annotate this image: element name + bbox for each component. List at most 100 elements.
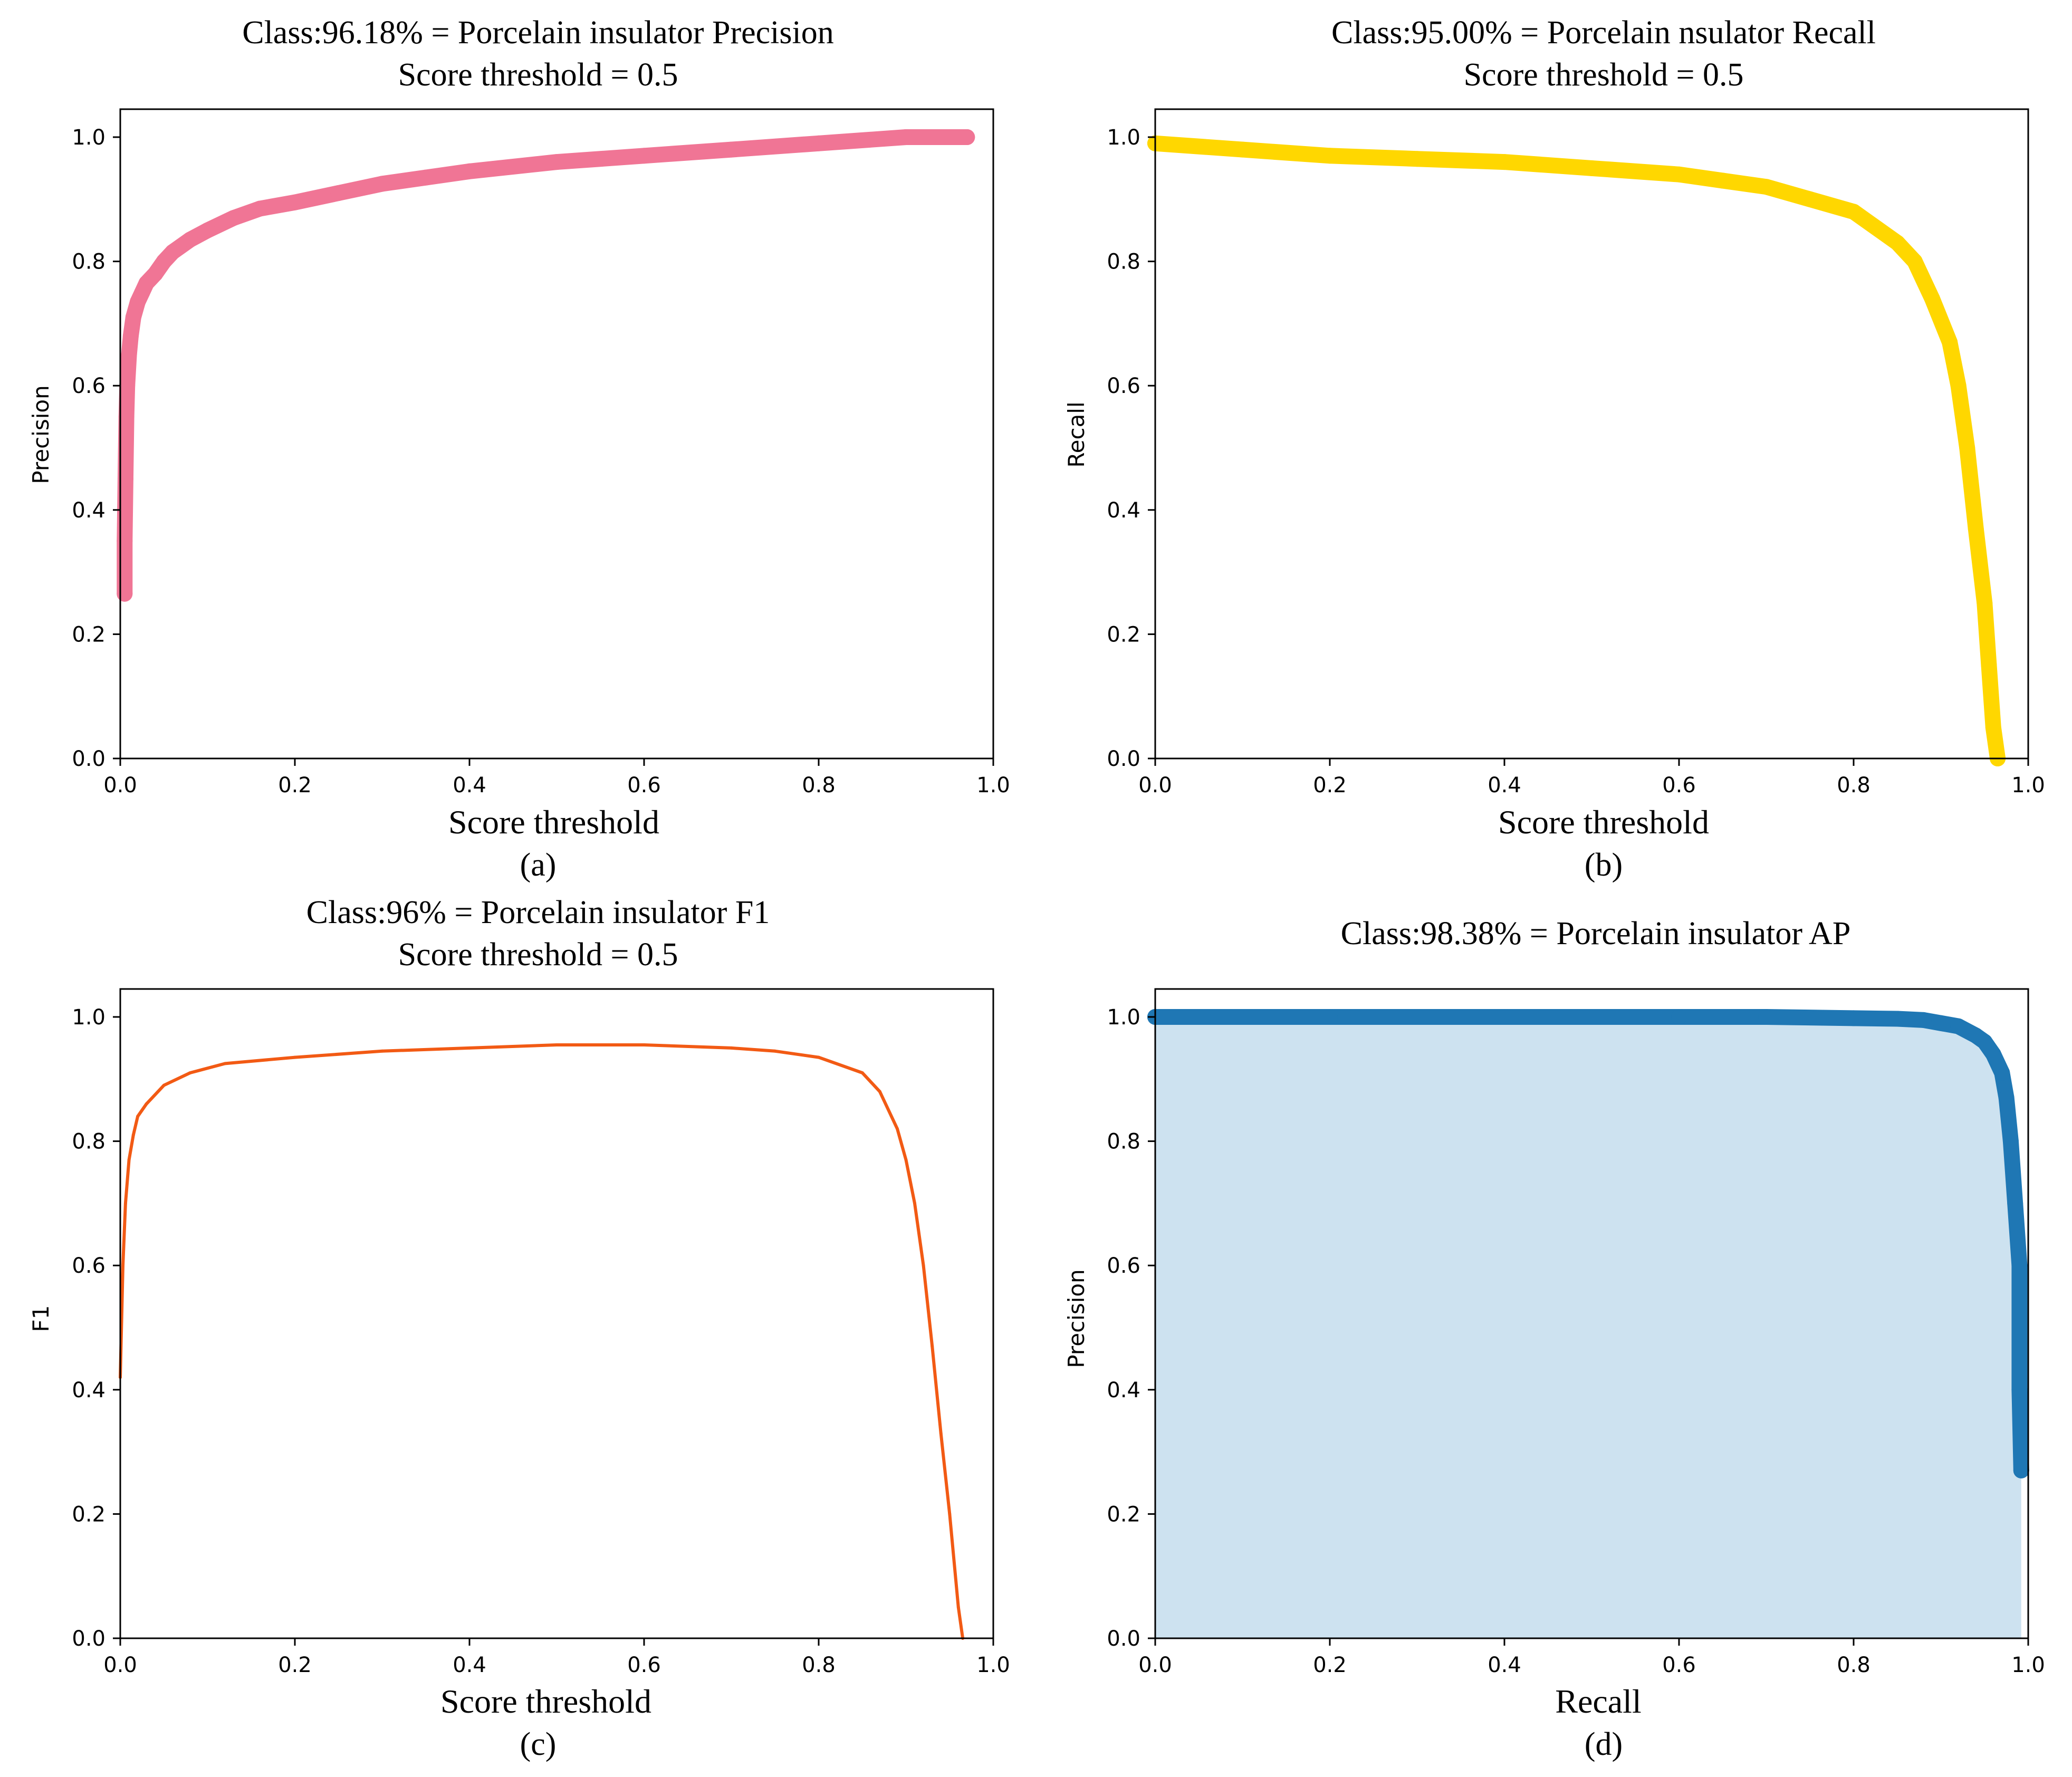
panel-c-data-point xyxy=(817,1055,820,1059)
panel-a-data-point xyxy=(252,200,268,217)
panel-a-data-point xyxy=(462,163,477,179)
panel-b-data-point xyxy=(1924,291,1940,307)
panel-b-caption: (b) xyxy=(1585,847,1623,883)
panel-d-x-tick-label: 0.2 xyxy=(1313,1653,1347,1677)
panel-a-data-point xyxy=(418,169,434,186)
panel-d-data-point xyxy=(1889,1011,1905,1027)
panel-a-data-point xyxy=(119,378,136,394)
panel-d-data-point xyxy=(1758,1009,1774,1025)
panel-a-data-point xyxy=(374,176,390,192)
panel-d-y-tick-label: 0.6 xyxy=(1107,1254,1140,1278)
panel-b-data-point xyxy=(1981,657,1997,674)
panel-d-data-point xyxy=(1933,1015,1949,1031)
panel-a-plot-area: 0.0 0.2 0.4 0.6 0.8 1.0 0.0 0.2 0.4 0.6 0.8 1.0 xyxy=(72,108,1010,798)
panel-b-data-point xyxy=(1584,160,1600,176)
panel-b-y-tick-label: 0.6 xyxy=(1107,374,1140,398)
panel-a-data-point xyxy=(636,148,652,164)
panel-b-plot-area: 0.0 0.2 0.4 0.6 0.8 1.0 0.0 0.2 0.4 0.6 0.8 1.0 xyxy=(1107,108,2045,798)
panel-d-y-tick-label: 0.8 xyxy=(1107,1130,1140,1154)
panel-d-x-axis-label: Recall xyxy=(1555,1683,1641,1720)
panel-c-y-tick-label: 1.0 xyxy=(72,1005,105,1030)
panel-b-data-point xyxy=(1889,235,1905,251)
panel-a-data-point xyxy=(287,194,303,210)
panel-b-y-tick-label: 0.0 xyxy=(1107,747,1140,771)
panel-c-x-tick-label: 0.6 xyxy=(627,1653,661,1677)
panel-c-data-point xyxy=(223,1062,227,1065)
panel-b-data-point xyxy=(1322,148,1338,164)
panel-b-data-point xyxy=(1409,151,1425,167)
panel-b-axes-frame xyxy=(1154,108,2029,760)
panel-d-axes-frame xyxy=(1154,988,2029,1639)
panel-a-data-point xyxy=(147,266,164,282)
panel-a-data-point xyxy=(226,210,242,226)
panel-a-data-point xyxy=(199,222,216,238)
panel-a-data-point xyxy=(125,309,141,325)
panel-b-data-point xyxy=(1968,521,1984,537)
panel-b-series-line xyxy=(1147,135,2006,766)
panel-b-data-point xyxy=(1758,179,1774,195)
panel-b-data-point xyxy=(1671,166,1687,182)
panel-c-data-point xyxy=(642,1043,646,1046)
panel-b-data-point xyxy=(1846,204,1862,220)
panel-b-data-point xyxy=(1497,154,1512,170)
panel-c-data-point xyxy=(939,1432,943,1435)
panel-c-data-point xyxy=(145,1102,148,1106)
panel-c-y-tick-label: 0.0 xyxy=(72,1627,105,1651)
panel-a-y-tick-label: 1.0 xyxy=(72,126,105,150)
panel-c-y-axis-label: F1 xyxy=(28,1305,54,1332)
panel-c-series-line xyxy=(119,1043,965,1640)
panel-b-data-point xyxy=(1802,191,1818,207)
panel-c-plot-area: 0.0 0.2 0.4 0.6 0.8 1.0 0.0 0.2 0.4 0.6 0.8 1.0 xyxy=(72,988,1010,1677)
panel-d-data-point xyxy=(1977,1034,1993,1050)
panel-a-y-tick-label: 0.4 xyxy=(72,498,105,523)
panel-d-data-point xyxy=(1985,1046,2001,1062)
panel-b-x-tick-label: 0.0 xyxy=(1138,773,1172,798)
panel-d-data-point xyxy=(1671,1009,1687,1025)
panel-c-x-tick-label: 1.0 xyxy=(976,1653,1010,1677)
panel-a-x-tick-label: 0.2 xyxy=(278,773,312,798)
panel-a-data-point xyxy=(121,347,137,363)
panel-d-area-fill xyxy=(1155,1017,2021,1638)
panel-a-x-axis-label: Score threshold xyxy=(448,803,659,841)
panel-c-x-tick-label: 0.4 xyxy=(453,1653,486,1677)
panel-b-data-point xyxy=(1234,141,1251,158)
panel-b-y-tick-label: 0.8 xyxy=(1107,250,1140,274)
panel-c-data-point xyxy=(878,1090,881,1093)
panel-d-caption: (d) xyxy=(1585,1726,1623,1762)
panel-a-data-point xyxy=(898,129,914,145)
panel-b-title-line2: Score threshold = 0.5 xyxy=(1464,57,1744,93)
panel-b-y-tick-label: 0.4 xyxy=(1107,498,1140,523)
panel-a-precision: Class:96.18% = Porcelain insulator Preci… xyxy=(28,15,1010,883)
panel-d-x-tick-label: 0.8 xyxy=(1837,1653,1870,1677)
panel-d-y-tick-label: 1.0 xyxy=(1107,1005,1140,1030)
panel-c-data-point xyxy=(293,1055,296,1059)
panel-d-title-line1: Class:98.38% = Porcelain insulator AP xyxy=(1341,916,1851,952)
panel-a-x-tick-label: 1.0 xyxy=(976,773,1010,798)
panel-b-x-tick-label: 0.4 xyxy=(1488,773,1521,798)
panel-b-title-line1: Class:95.00% = Porcelain nsulator Recall xyxy=(1331,15,1876,51)
panel-c-y-tick-label: 0.6 xyxy=(72,1254,105,1278)
panel-c-x-tick-label: 0.0 xyxy=(103,1653,137,1677)
panel-c-data-point xyxy=(131,1133,135,1137)
panel-a-caption: (a) xyxy=(520,847,557,883)
panel-a-x-tick-label: 0.8 xyxy=(802,773,836,798)
panel-b-recall: Class:95.00% = Porcelain nsulator Recall… xyxy=(1063,15,2045,883)
panel-b-y-tick-label: 0.2 xyxy=(1107,622,1140,647)
panel-c-data-point xyxy=(730,1046,733,1050)
panel-a-x-tick-label: 0.4 xyxy=(453,773,486,798)
panel-a-y-tick-label: 0.8 xyxy=(72,250,105,274)
panel-a-data-point xyxy=(122,328,139,344)
panel-d-data-point xyxy=(2011,1257,2028,1274)
panel-b-data-point xyxy=(1714,172,1731,189)
panel-a-data-point xyxy=(117,470,133,487)
panel-d-y-tick-label: 0.0 xyxy=(1107,1627,1140,1651)
panel-c-data-point xyxy=(931,1344,934,1348)
panel-c-data-point xyxy=(188,1071,192,1074)
panel-c-data-point xyxy=(123,1202,127,1205)
panel-a-data-point xyxy=(117,585,133,602)
panel-b-x-tick-label: 0.2 xyxy=(1313,773,1347,798)
panel-c-x-tick-label: 0.8 xyxy=(802,1653,836,1677)
panel-c-data-point xyxy=(860,1071,864,1074)
panel-d-x-tick-label: 0.0 xyxy=(1138,1653,1172,1677)
